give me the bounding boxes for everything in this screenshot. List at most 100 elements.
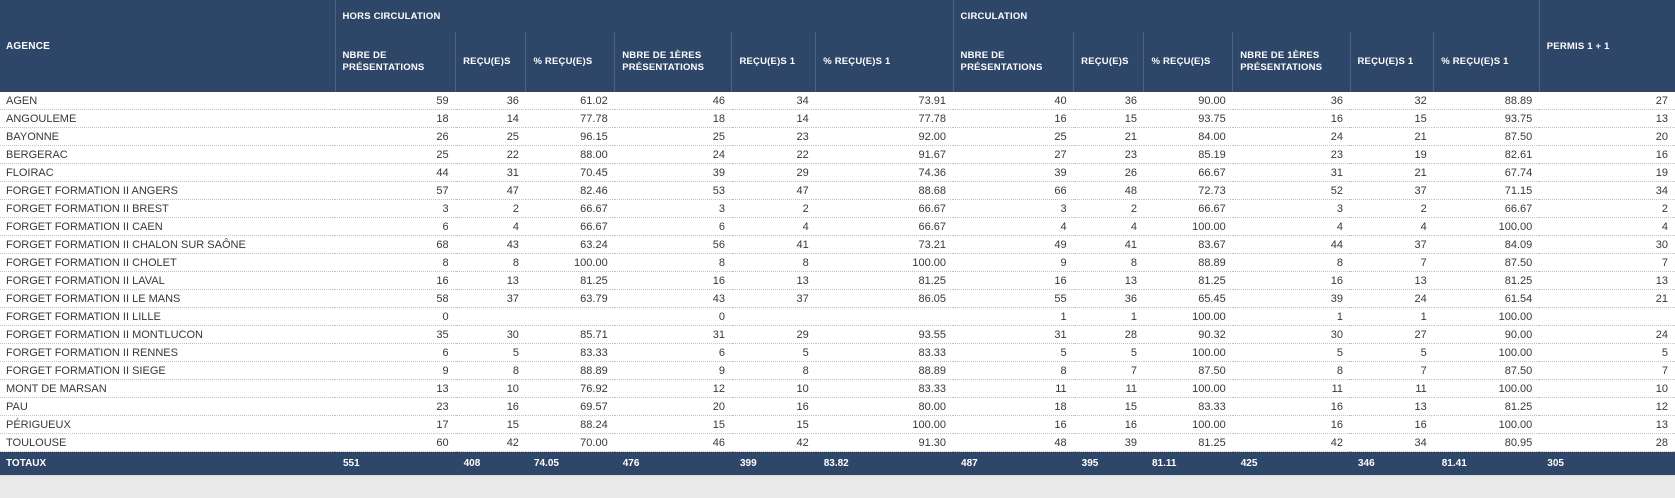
- value-cell: 7: [1539, 361, 1675, 380]
- value-cell: 44: [335, 163, 456, 182]
- agency-name-cell: FORGET FORMATION II RENNES: [0, 343, 335, 362]
- value-cell: 17: [335, 415, 456, 434]
- value-cell: 24: [614, 145, 732, 164]
- value-cell: 10: [1539, 379, 1675, 398]
- col-header-c-pct-recus: % REÇU(E)S: [1143, 32, 1233, 92]
- value-cell: 19: [1350, 145, 1434, 164]
- value-cell: 21: [1350, 163, 1434, 182]
- value-cell: 59: [335, 92, 456, 110]
- table-row[interactable]: PAU 23 16 69.57 20 16 80.00 18 15 83.33 16 13 81.25 1…: [0, 397, 1675, 416]
- value-cell: 87.50: [1433, 127, 1540, 146]
- agency-name-cell: FORGET FORMATION II ANGERS: [0, 181, 335, 200]
- agency-name-cell: FLOIRAC: [0, 163, 335, 182]
- value-cell: 16: [1232, 415, 1350, 434]
- value-cell: 23: [1073, 145, 1144, 164]
- value-cell: 16: [731, 397, 816, 416]
- value-cell: 81.25: [1143, 433, 1233, 452]
- table-row[interactable]: TOULOUSE 60 42 70.00 46 42 91.30 48 39 81.25 42 34 8…: [0, 433, 1675, 452]
- value-cell: 100.00: [1433, 415, 1540, 434]
- table-row[interactable]: FORGET FORMATION II CAEN 6 4 66.67 6 4 66.67 4 4…: [0, 217, 1675, 236]
- value-cell: 18: [614, 109, 732, 128]
- value-cell: 80.00: [815, 397, 954, 416]
- value-cell: 6: [614, 343, 732, 362]
- table-row[interactable]: FORGET FORMATION II CHALON SUR SAÔNE 68 43…: [0, 235, 1675, 254]
- agency-name-cell: FORGET FORMATION II LILLE: [0, 307, 335, 326]
- value-cell: 77.78: [815, 109, 954, 128]
- value-cell: 4: [1232, 217, 1350, 236]
- col-header-agence: AGENCE: [0, 0, 335, 92]
- value-cell: 3: [335, 199, 456, 218]
- value-cell: 46: [614, 433, 732, 452]
- value-cell: 21: [1073, 127, 1144, 146]
- value-cell: 4: [1539, 217, 1675, 236]
- value-cell: 15: [1350, 109, 1434, 128]
- value-cell: 81.25: [1433, 271, 1540, 290]
- value-cell: 16: [335, 271, 456, 290]
- table-row[interactable]: FORGET FORMATION II CHOLET 8 8 100.00 8 8 100.…: [0, 253, 1675, 272]
- table-row[interactable]: FLOIRAC 44 31 70.45 39 29 74.36 39 26 66.67 31 21 67…: [0, 163, 1675, 182]
- results-table: AGENCE HORS CIRCULATION CIRCULATION PERM…: [0, 0, 1675, 475]
- value-cell: 83.33: [1143, 397, 1233, 416]
- table-row[interactable]: FORGET FORMATION II BREST 3 2 66.67 3 2 66.67 3…: [0, 199, 1675, 218]
- value-cell: 43: [614, 289, 732, 308]
- table-row[interactable]: FORGET FORMATION II SIEGE 9 8 88.89 9 8 88.89 8…: [0, 361, 1675, 380]
- value-cell: 63.79: [525, 289, 615, 308]
- table-row[interactable]: MONT DE MARSAN 13 10 76.92 12 10 83.33 11 11 100.…: [0, 379, 1675, 398]
- table-row[interactable]: FORGET FORMATION II LE MANS 58 37 63.79 43 37…: [0, 289, 1675, 308]
- value-cell: 46: [614, 92, 732, 110]
- value-cell: 84.00: [1143, 127, 1233, 146]
- sub-header-row: NBRE DE PRÉSENTATIONS REÇU(E)S % REÇU(E)…: [0, 32, 1675, 92]
- value-cell: 4: [953, 217, 1074, 236]
- table-row[interactable]: FORGET FORMATION II RENNES 6 5 83.33 6 5 83.33…: [0, 343, 1675, 362]
- table-row[interactable]: BERGERAC 25 22 88.00 24 22 91.67 27 23 85.19 23 19 8…: [0, 145, 1675, 164]
- value-cell: 1: [953, 307, 1074, 326]
- table-row[interactable]: FORGET FORMATION II LAVAL 16 13 81.25 16 13 81…: [0, 271, 1675, 290]
- value-cell: 13: [1539, 271, 1675, 290]
- value-cell: 77.78: [525, 109, 615, 128]
- table-row[interactable]: AGEN 59 36 61.02 46 34 73.91 40 36 90.00 36 32 88.89…: [0, 92, 1675, 110]
- value-cell: 13: [1539, 415, 1675, 434]
- value-cell: 66.67: [815, 199, 954, 218]
- value-cell: 69.57: [525, 397, 615, 416]
- value-cell: 7: [1350, 253, 1434, 272]
- value-cell: 90.00: [1143, 92, 1233, 110]
- table-header: AGENCE HORS CIRCULATION CIRCULATION PERM…: [0, 0, 1675, 92]
- value-cell: 2: [1350, 199, 1434, 218]
- agency-name-cell: PAU: [0, 397, 335, 416]
- value-cell: 16: [1073, 415, 1144, 434]
- value-cell: 27: [953, 145, 1074, 164]
- table-row[interactable]: FORGET FORMATION II ANGERS 57 47 82.46 53 47 8…: [0, 181, 1675, 200]
- value-cell: 4: [455, 217, 526, 236]
- table-body: AGEN 59 36 61.02 46 34 73.91 40 36 90.00 36 32 88.89…: [0, 92, 1675, 452]
- value-cell: 8: [1232, 253, 1350, 272]
- value-cell: 5: [1539, 343, 1675, 362]
- value-cell: 42: [731, 433, 816, 452]
- table-row[interactable]: FORGET FORMATION II LILLE 0 0 1 1 100.00 1 1 100…: [0, 307, 1675, 326]
- table-row[interactable]: ANGOULEME 18 14 77.78 18 14 77.78 16 15 93.75 16 15…: [0, 109, 1675, 128]
- value-cell: 16: [1350, 415, 1434, 434]
- value-cell: 35: [335, 325, 456, 344]
- value-cell: 5: [1232, 343, 1350, 362]
- value-cell: 13: [1350, 397, 1434, 416]
- value-cell: 58: [335, 289, 456, 308]
- value-cell: 6: [614, 217, 732, 236]
- col-header-hc-1eres-presentations: NBRE DE 1ÈRES PRÉSENTATIONS: [614, 32, 732, 92]
- totals-value: 399: [731, 451, 816, 475]
- value-cell: 80.95: [1433, 433, 1540, 452]
- value-cell: 25: [614, 127, 732, 146]
- table-row[interactable]: FORGET FORMATION II MONTLUCON 35 30 85.71 31…: [0, 325, 1675, 344]
- value-cell: 66.67: [525, 199, 615, 218]
- value-cell: 15: [731, 415, 816, 434]
- value-cell: 16: [455, 397, 526, 416]
- value-cell: 22: [731, 145, 816, 164]
- totals-value: 74.05: [525, 451, 615, 475]
- table-row[interactable]: BAYONNE 26 25 96.15 25 23 92.00 25 21 84.00 24 21 87…: [0, 127, 1675, 146]
- value-cell: 93.55: [815, 325, 954, 344]
- value-cell: 34: [1350, 433, 1434, 452]
- table-row[interactable]: PÉRIGUEUX 17 15 88.24 15 15 100.00 16 16 100.00 16…: [0, 415, 1675, 434]
- value-cell: 25: [455, 127, 526, 146]
- value-cell: 48: [953, 433, 1074, 452]
- value-cell: 27: [1350, 325, 1434, 344]
- totals-value: 408: [455, 451, 526, 475]
- value-cell: 13: [1539, 109, 1675, 128]
